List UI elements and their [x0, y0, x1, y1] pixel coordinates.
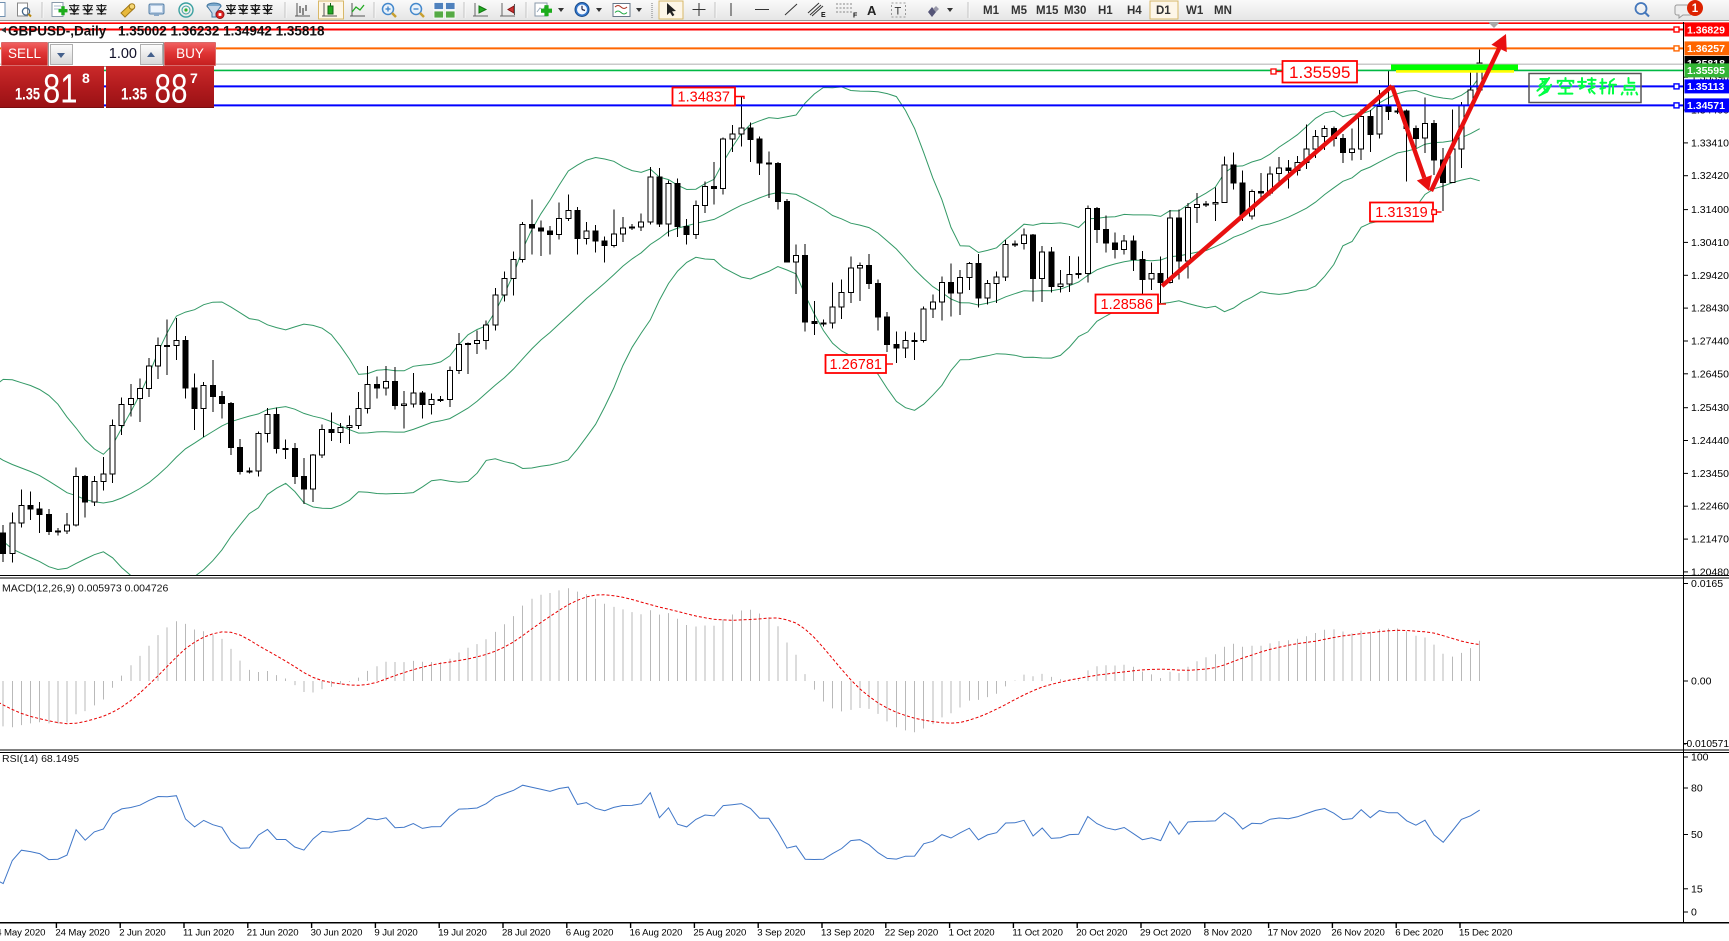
svg-text:22 Sep 2020: 22 Sep 2020 [885, 928, 938, 939]
svg-text:6 Dec 2020: 6 Dec 2020 [1395, 928, 1443, 939]
svg-text:1.34837: 1.34837 [678, 90, 730, 106]
svg-text:1: 1 [1692, 3, 1699, 15]
svg-text:1.29420: 1.29420 [1691, 270, 1729, 282]
svg-text:14 May 2020: 14 May 2020 [0, 928, 45, 939]
svg-text:24 May 2020: 24 May 2020 [55, 928, 109, 939]
svg-text:W1: W1 [1186, 5, 1204, 17]
svg-text:MN: MN [1214, 5, 1232, 17]
svg-text:M5: M5 [1011, 5, 1028, 17]
svg-text:1.36257: 1.36257 [1687, 43, 1725, 55]
svg-text:M15: M15 [1036, 5, 1059, 17]
svg-text:7: 7 [190, 70, 198, 86]
svg-text:1.28586: 1.28586 [1101, 297, 1153, 313]
svg-text:3 Sep 2020: 3 Sep 2020 [757, 928, 805, 939]
svg-text:88: 88 [155, 66, 188, 108]
svg-text:11 Jun 2020: 11 Jun 2020 [183, 928, 234, 939]
svg-text:8: 8 [82, 70, 90, 86]
svg-text:1.27440: 1.27440 [1691, 335, 1729, 347]
svg-text:1.36829: 1.36829 [1687, 24, 1725, 36]
svg-text:1.24440: 1.24440 [1691, 435, 1729, 447]
svg-text:MACD(12,26,9) 0.005973 0.00472: MACD(12,26,9) 0.005973 0.004726 [2, 583, 169, 595]
svg-text:F: F [853, 13, 858, 20]
svg-text:1.21470: 1.21470 [1691, 534, 1729, 546]
svg-text:1.22460: 1.22460 [1691, 501, 1729, 513]
svg-text:25 Aug 2020: 25 Aug 2020 [693, 928, 746, 939]
svg-text:T: T [895, 6, 902, 18]
svg-text:M1: M1 [983, 5, 1000, 17]
svg-text:GBPUSD-,Daily: GBPUSD-,Daily [8, 24, 107, 39]
svg-text:1.35: 1.35 [121, 85, 147, 104]
svg-text:17 Nov 2020: 17 Nov 2020 [1268, 928, 1321, 939]
svg-text:26 Nov 2020: 26 Nov 2020 [1331, 928, 1384, 939]
svg-text:9 Jul 2020: 9 Jul 2020 [374, 928, 417, 939]
svg-text:1.31400: 1.31400 [1691, 204, 1729, 216]
svg-text:2 Jun 2020: 2 Jun 2020 [119, 928, 165, 939]
svg-text:19 Jul 2020: 19 Jul 2020 [438, 928, 487, 939]
svg-text:11 Oct 2020: 11 Oct 2020 [1012, 928, 1062, 939]
svg-text:16 Aug 2020: 16 Aug 2020 [630, 928, 683, 939]
svg-text:M30: M30 [1064, 5, 1086, 17]
svg-text:1.25430: 1.25430 [1691, 402, 1729, 414]
svg-text:80: 80 [1691, 783, 1703, 795]
svg-text:21 Jun 2020: 21 Jun 2020 [247, 928, 299, 939]
svg-text:1.33410: 1.33410 [1691, 137, 1729, 149]
svg-text:81: 81 [43, 66, 78, 108]
svg-text:1.23450: 1.23450 [1691, 468, 1729, 480]
svg-text:15 Dec 2020: 15 Dec 2020 [1459, 928, 1512, 939]
svg-text:A: A [867, 3, 877, 18]
svg-text:-0.010571: -0.010571 [1683, 739, 1729, 750]
svg-text:1.35: 1.35 [15, 85, 40, 104]
svg-text:RSI(14) 68.1495: RSI(14) 68.1495 [2, 753, 79, 765]
svg-text:1.28430: 1.28430 [1691, 303, 1729, 315]
svg-text:1.32420: 1.32420 [1691, 170, 1729, 182]
svg-text:15: 15 [1691, 883, 1703, 895]
svg-text:1.26450: 1.26450 [1691, 368, 1729, 380]
svg-text:6 Aug 2020: 6 Aug 2020 [566, 928, 614, 939]
svg-text:0.0165: 0.0165 [1691, 578, 1723, 590]
svg-text:H1: H1 [1098, 5, 1113, 17]
svg-text:1.26781: 1.26781 [830, 357, 882, 373]
svg-text:29 Oct 2020: 29 Oct 2020 [1140, 928, 1191, 939]
svg-text:1.35595: 1.35595 [1289, 63, 1350, 82]
svg-text:0.00: 0.00 [1691, 676, 1712, 688]
svg-text:1.34571: 1.34571 [1687, 100, 1725, 112]
svg-text:13 Sep 2020: 13 Sep 2020 [821, 928, 874, 939]
svg-text:E: E [821, 12, 826, 19]
svg-text:30 Jun 2020: 30 Jun 2020 [311, 928, 363, 939]
svg-text:1.31319: 1.31319 [1375, 205, 1427, 221]
svg-text:1 Oct 2020: 1 Oct 2020 [949, 928, 995, 939]
svg-text:1.20480: 1.20480 [1691, 566, 1729, 578]
svg-text:1.35595: 1.35595 [1687, 65, 1725, 77]
svg-text:28 Jul 2020: 28 Jul 2020 [502, 928, 551, 939]
svg-text:1.35113: 1.35113 [1687, 81, 1725, 93]
svg-text:20 Oct 2020: 20 Oct 2020 [1076, 928, 1127, 939]
svg-text:D1: D1 [1156, 5, 1171, 17]
svg-text:1.35002 1.36232 1.34942 1.3581: 1.35002 1.36232 1.34942 1.35818 [118, 24, 325, 39]
svg-text:H4: H4 [1127, 5, 1142, 17]
svg-text:100: 100 [1691, 752, 1709, 764]
svg-text:50: 50 [1691, 829, 1703, 841]
svg-text:8 Nov 2020: 8 Nov 2020 [1204, 928, 1252, 939]
svg-text:0: 0 [1691, 907, 1697, 919]
svg-text:1.30410: 1.30410 [1691, 237, 1729, 249]
